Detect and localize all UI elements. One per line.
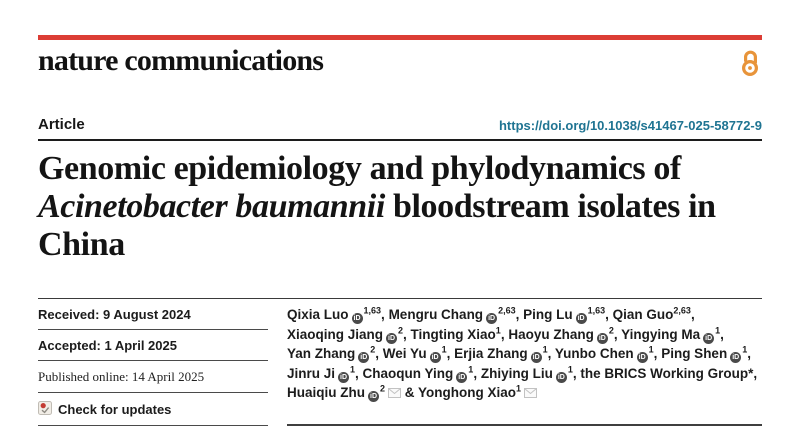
orcid-icon[interactable]: iD (368, 391, 379, 402)
author-group-name: the BRICS Working Group* (580, 365, 754, 381)
row-published: Published online: 14 April 2025 (38, 361, 268, 393)
author-affiliation-sup: 1 (742, 344, 748, 355)
author-affiliation-sup: 2,63 (673, 305, 691, 316)
orcid-icon[interactable]: iD (530, 352, 542, 363)
paper-title: Genomic epidemiology and phylodynamics o… (38, 150, 743, 264)
author-name: Yunbo Chen (554, 346, 634, 361)
author-affiliation-sup: 1 (542, 344, 548, 355)
author-name: Yingying Ma (621, 326, 701, 342)
author-affiliation-sup: 1 (468, 364, 474, 374)
author-affiliation-sup: 1 (567, 364, 573, 374)
email-icon[interactable] (388, 386, 402, 401)
row-accepted: Accepted: 1 April 2025 (38, 330, 268, 361)
author-name: Qian Guo (612, 307, 674, 322)
email-icon[interactable] (524, 386, 538, 401)
authors-block: Qixia Luo iD1,63, Mengru Chang iD2,63, Pin… (287, 299, 762, 426)
author-name: Tingting Xiao (410, 326, 496, 342)
dates-panel: Received: 9 August 2024 Accepted: 1 Apri… (38, 299, 268, 426)
author-name: Qixia Luo (287, 307, 349, 322)
author-name: Huaiqiu Zhu (287, 385, 365, 400)
author-name: Yan Zhang (287, 346, 356, 361)
title-text-suffix: bloodstream isolates in China (38, 188, 716, 263)
check-for-updates-button[interactable]: Check for updates (38, 393, 268, 426)
orcid-icon[interactable]: iD (386, 332, 398, 344)
author-affiliation-sup: 2 (380, 383, 386, 394)
article-bar: Article https://doi.org/10.1038/s41467-0… (38, 116, 762, 141)
author-affiliation-sup: 1 (495, 325, 501, 335)
author-affiliation-sup: 1,63 (587, 305, 606, 316)
author-affiliation-sup: 1 (441, 344, 447, 355)
orcid-icon[interactable]: iD (596, 332, 608, 344)
author-name: Mengru Chang (388, 307, 484, 322)
title-species-italic: Acinetobacter baumannii (38, 188, 385, 225)
author-name: Ping Shen (661, 346, 728, 361)
row-received: Received: 9 August 2024 (38, 299, 268, 330)
masthead-rule (38, 35, 762, 40)
title-text: Genomic epidemiology and phylodynamics o… (38, 150, 681, 187)
author-affiliation-sup: 1 (516, 383, 522, 394)
article-type-label: Article (38, 116, 85, 133)
author-name: Xiaoqing Jiang (287, 326, 384, 342)
orcid-icon[interactable]: iD (338, 371, 350, 383)
orcid-icon[interactable]: iD (351, 313, 363, 324)
author-affiliation-sup: 2 (370, 344, 376, 355)
open-access-icon (738, 46, 762, 82)
orcid-icon[interactable]: iD (636, 352, 648, 363)
columns-top-rule (38, 298, 762, 299)
orcid-icon[interactable]: iD (429, 352, 441, 363)
journal-wordmark: nature communications (38, 44, 324, 77)
author-affiliation-sup: 2,63 (498, 305, 516, 316)
author-name: Ping Lu (523, 307, 573, 322)
author-name: Haoyu Zhang (508, 326, 594, 342)
author-name: Jinru Ji (287, 365, 336, 381)
author-name: Wei Yu (382, 346, 427, 361)
doi-link[interactable]: https://doi.org/10.1038/s41467-025-58772… (498, 118, 762, 133)
author-name: Zhiying Liu (480, 365, 553, 381)
author-name: Chaoqun Ying (362, 365, 454, 381)
author-affiliation-sup: 2 (608, 325, 614, 335)
orcid-icon[interactable]: iD (358, 352, 370, 363)
check-for-updates-label: Check for updates (58, 402, 172, 417)
author-affiliation-sup: 1,63 (363, 305, 382, 316)
author-name: Erjia Zhang (454, 346, 528, 361)
author-name: Yonghong Xiao (418, 385, 517, 400)
meta-columns: Received: 9 August 2024 Accepted: 1 Apri… (38, 299, 762, 426)
masthead: nature communications (38, 40, 762, 82)
author-affiliation-sup: 1 (648, 344, 654, 355)
orcid-icon[interactable]: iD (575, 313, 587, 324)
author-affiliation-sup: 1 (350, 364, 356, 374)
orcid-icon[interactable]: iD (730, 352, 742, 363)
crossmark-icon (38, 401, 52, 418)
orcid-icon[interactable]: iD (486, 313, 498, 324)
author-affiliation-sup: 1 (715, 325, 721, 335)
author-affiliation-sup: 2 (398, 325, 404, 335)
orcid-icon[interactable]: iD (703, 332, 715, 344)
orcid-icon[interactable]: iD (456, 371, 468, 383)
orcid-icon[interactable]: iD (555, 371, 567, 383)
